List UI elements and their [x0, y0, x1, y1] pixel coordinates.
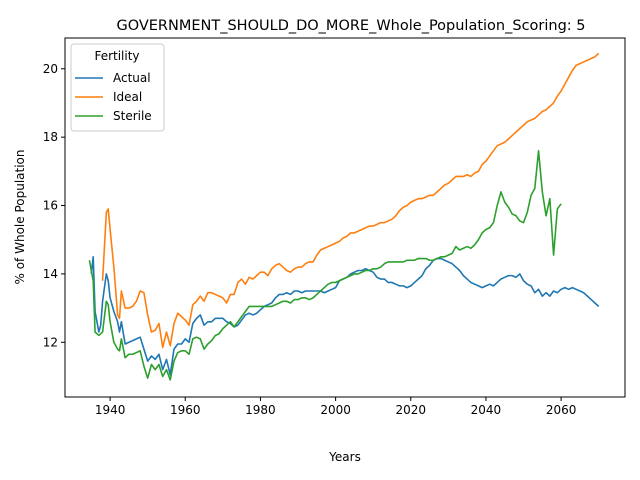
y-axis-label: % of Whole Population: [13, 150, 27, 285]
legend: Fertility Actual Ideal Sterile: [70, 43, 165, 132]
legend-title: Fertility: [94, 49, 139, 63]
legend-box: [70, 43, 165, 132]
x-tick-label: 2060: [546, 403, 577, 417]
x-tick-label: 2040: [471, 403, 502, 417]
y-tick-label: 14: [43, 267, 58, 281]
legend-label-actual: Actual: [113, 71, 151, 85]
x-tick-label: 1980: [245, 403, 276, 417]
x-axis: 1940 1960 1980 2000 2020 2040 2060: [95, 397, 577, 417]
x-tick-label: 1960: [170, 403, 201, 417]
y-tick-label: 20: [43, 62, 58, 76]
x-tick-label: 1940: [95, 403, 126, 417]
chart-title: GOVERNMENT_SHOULD_DO_MORE_Whole_Populati…: [116, 18, 585, 34]
y-tick-label: 18: [43, 130, 58, 144]
x-tick-label: 2000: [320, 403, 351, 417]
series-line-ideal: [101, 52, 600, 349]
series-line-sterile: [88, 150, 562, 381]
x-axis-label: Years: [328, 450, 361, 464]
legend-label-sterile: Sterile: [113, 109, 152, 123]
y-tick-label: 16: [43, 199, 58, 213]
series-line-actual: [90, 256, 600, 376]
y-tick-label: 12: [43, 335, 58, 349]
plot-lines: [88, 52, 600, 381]
x-tick-label: 2020: [395, 403, 426, 417]
plot-area-frame: [64, 37, 626, 398]
y-axis: 12 14 16 18 20: [43, 62, 65, 349]
legend-label-ideal: Ideal: [113, 90, 142, 104]
